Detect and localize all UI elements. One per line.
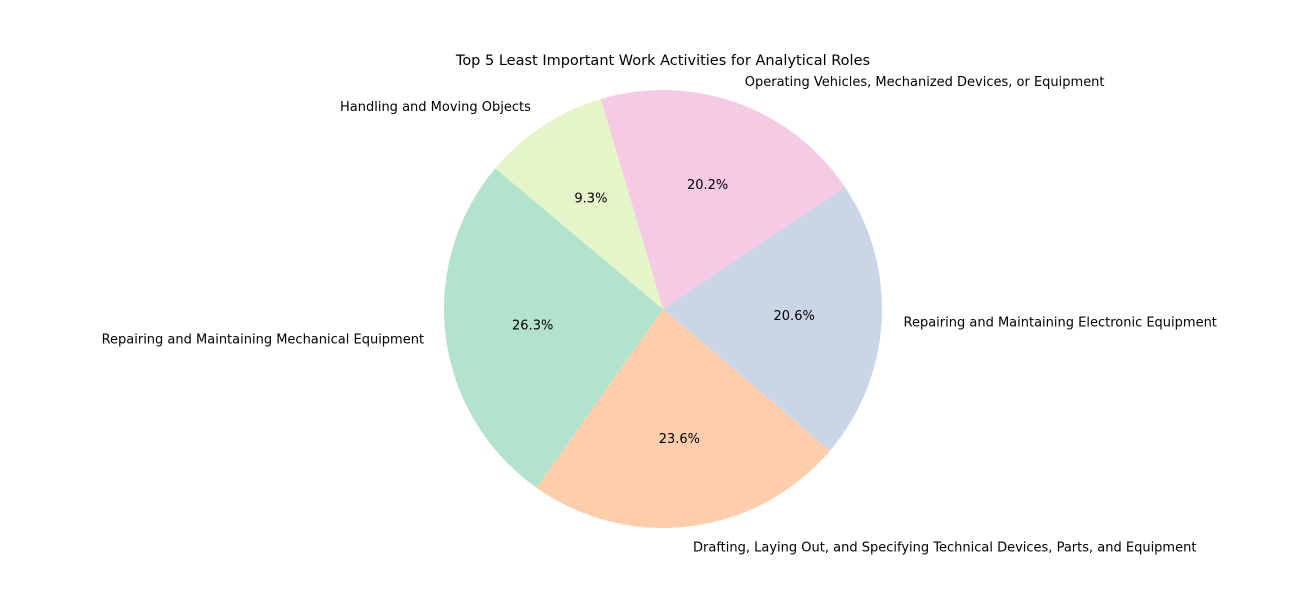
chart-title: Top 5 Least Important Work Activities fo… [455, 53, 870, 69]
slice-percent-label: 23.6% [659, 432, 700, 447]
pie-slice-repairing-and-maintaining-mechanical-equipment [444, 168, 663, 488]
pie-slice-repairing-and-maintaining-electronic-equipment [663, 187, 882, 451]
slice-percent-label: 9.3% [574, 192, 607, 207]
pie-labels: Repairing and Maintaining Mechanical Equ… [102, 75, 1217, 556]
slice-label: Handling and Moving Objects [340, 100, 531, 115]
slice-label: Repairing and Maintaining Electronic Equ… [904, 315, 1217, 330]
pie-slice-handling-and-moving-objects [495, 99, 663, 310]
slice-label: Drafting, Laying Out, and Specifying Tec… [693, 541, 1196, 556]
slice-label: Operating Vehicles, Mechanized Devices, … [745, 75, 1105, 90]
slice-percent-label: 20.6% [774, 309, 815, 324]
slice-label: Repairing and Maintaining Mechanical Equ… [102, 332, 424, 347]
pie-slice-drafting-laying-out-and-specifying-technical-devices-parts-and-equipment [536, 309, 830, 528]
pie-slice-operating-vehicles-mechanized-devices-or-equipment [600, 90, 845, 310]
slice-percent-label: 20.2% [687, 178, 728, 193]
pie-slices [444, 90, 882, 528]
slice-percent-label: 26.3% [512, 318, 553, 333]
